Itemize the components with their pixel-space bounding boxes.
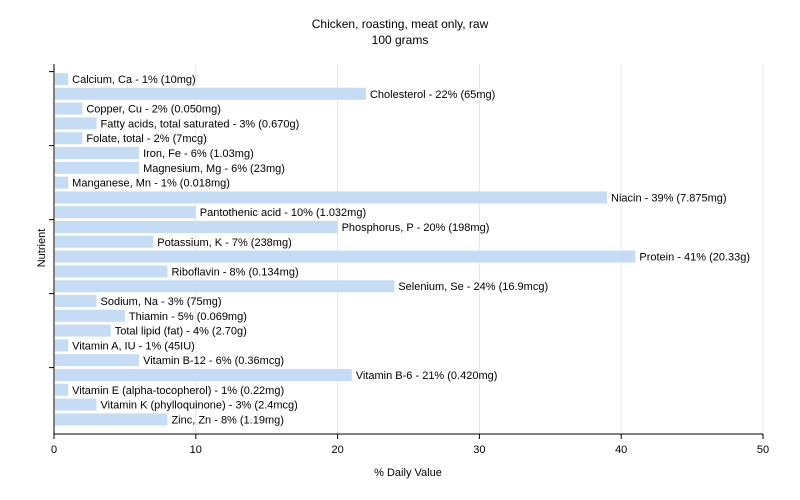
bar-label: Thiamin - 5% (0.069mg): [129, 311, 247, 323]
bar: [55, 87, 366, 100]
bar: [55, 413, 168, 426]
bar: [55, 324, 111, 337]
bar-label: Riboflavin - 8% (0.134mg): [171, 266, 298, 278]
y-axis-title: Nutrient: [36, 229, 48, 268]
bars: [55, 73, 636, 426]
bar: [55, 265, 168, 278]
bar-label: Fatty acids, total saturated - 3% (0.670…: [101, 118, 300, 130]
bar-label: Vitamin A, IU - 1% (45IU): [72, 340, 195, 352]
bar-label: Phosphorus, P - 20% (198mg): [342, 222, 490, 234]
bar-label: Total lipid (fat) - 4% (2.70g): [115, 326, 247, 338]
bar-label: Cholesterol - 22% (65mg): [370, 89, 495, 101]
bar-label: Calcium, Ca - 1% (10mg): [72, 74, 195, 86]
bar: [55, 73, 69, 85]
bar: [55, 191, 608, 204]
x-tick-label: 0: [51, 444, 57, 456]
bar-label: Vitamin E (alpha-tocopherol) - 1% (0.22m…: [72, 385, 284, 397]
bar: [55, 354, 140, 367]
bar-label: Vitamin B-12 - 6% (0.36mcg): [143, 355, 284, 367]
bar-label: Zinc, Zn - 8% (1.19mg): [171, 414, 283, 426]
bar: [55, 161, 140, 174]
bar-label: Manganese, Mn - 1% (0.018mg): [72, 178, 230, 190]
bar-label: Magnesium, Mg - 6% (23mg): [143, 163, 285, 175]
bar-labels: Calcium, Ca - 1% (10mg) Cholesterol - 22%…: [72, 74, 750, 426]
axes: 0 10 20 30 40 50: [49, 64, 769, 456]
bar-label: Potassium, K - 7% (238mg): [157, 237, 292, 249]
bar: [55, 369, 352, 381]
bar: [55, 250, 636, 263]
bar: [55, 383, 69, 396]
bar: [55, 117, 97, 130]
bar: [55, 280, 395, 293]
bar-label: Niacin - 39% (7.875mg): [611, 192, 727, 204]
bar: [55, 102, 83, 115]
bar: [55, 235, 154, 248]
bar: [55, 206, 196, 219]
bar-label: Folate, total - 2% (7mcg): [86, 133, 206, 145]
bar: [55, 176, 69, 189]
bar-label: Sodium, Na - 3% (75mg): [101, 296, 222, 308]
x-tick-label: 50: [757, 444, 769, 456]
chart-subtitle: 100 grams: [371, 33, 429, 47]
bar-label: Copper, Cu - 2% (0.050mg): [86, 104, 221, 116]
x-tick-label: 40: [615, 444, 627, 456]
bar: [55, 132, 83, 145]
x-axis-title: % Daily Value: [374, 467, 442, 479]
bar: [55, 339, 69, 352]
bar-label: Iron, Fe - 6% (1.03mg): [143, 148, 254, 160]
bar: [55, 147, 140, 159]
bar-label: Protein - 41% (20.33g): [639, 252, 750, 264]
bar-label: Pantothenic acid - 10% (1.032mg): [200, 207, 366, 219]
bar: [55, 398, 97, 411]
bar-label: Vitamin K (phylloquinone) - 3% (2.4mcg): [101, 400, 298, 412]
chart-title-block: Chicken, roasting, meat only, raw 100 gr…: [0, 16, 800, 48]
bar: [55, 295, 97, 307]
bar: [55, 309, 125, 322]
chart-title: Chicken, roasting, meat only, raw: [311, 17, 489, 31]
x-tick-label: 30: [473, 444, 485, 456]
bar-label: Selenium, Se - 24% (16.9mcg): [398, 281, 548, 293]
bar-label: Vitamin B-6 - 21% (0.420mg): [356, 370, 498, 382]
x-tick-label: 20: [331, 444, 343, 456]
bar: [55, 221, 338, 233]
x-tick-label: 10: [190, 444, 202, 456]
